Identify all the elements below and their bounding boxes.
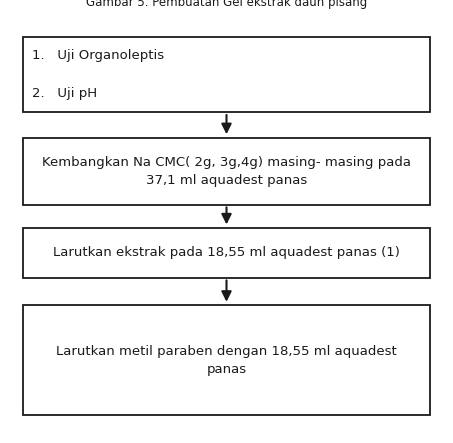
FancyBboxPatch shape xyxy=(23,228,430,278)
Text: Kembangkan Na CMC( 2g, 3g,4g) masing- masing pada
37,1 ml aquadest panas: Kembangkan Na CMC( 2g, 3g,4g) masing- ma… xyxy=(42,155,411,187)
Text: 1.   Uji Organoleptis

2.   Uji pH: 1. Uji Organoleptis 2. Uji pH xyxy=(32,49,164,100)
Text: Gambar 5. Pembuatan Gel ekstrak daun pisang: Gambar 5. Pembuatan Gel ekstrak daun pis… xyxy=(86,0,367,9)
Text: Larutkan ekstrak pada 18,55 ml aquadest panas (1): Larutkan ekstrak pada 18,55 ml aquadest … xyxy=(53,246,400,259)
Text: Larutkan metil paraben dengan 18,55 ml aquadest
panas: Larutkan metil paraben dengan 18,55 ml a… xyxy=(56,345,397,376)
FancyBboxPatch shape xyxy=(23,37,430,112)
FancyBboxPatch shape xyxy=(23,306,430,415)
FancyBboxPatch shape xyxy=(23,138,430,205)
